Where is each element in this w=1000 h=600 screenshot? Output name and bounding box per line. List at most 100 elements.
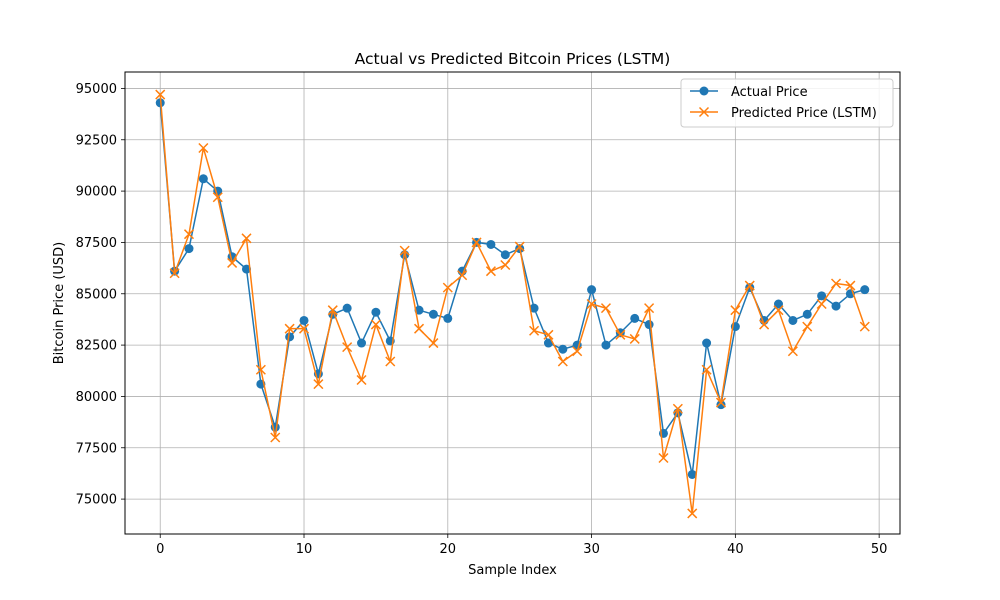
- data-point-predicted: [687, 508, 698, 519]
- series-line-predicted: [159, 94, 866, 515]
- data-point-actual: [184, 244, 194, 254]
- series-layer: [155, 89, 870, 519]
- axis-ticks: 0 10 20 30 40 50 75000 77500 80000 82500 85000 8750…: [76, 82, 888, 557]
- y-axis-label: Bitcoin Price (USD): [52, 242, 67, 364]
- data-point-actual: [788, 315, 798, 325]
- y-tick-label: 85000: [76, 287, 117, 302]
- data-point-predicted: [543, 329, 554, 340]
- legend: Actual Price Predicted Price (LSTM): [680, 78, 894, 128]
- data-point-actual: [687, 469, 697, 479]
- x-tick-label: 40: [727, 542, 744, 557]
- legend-label-predicted: Predicted Price (LSTM): [731, 106, 877, 121]
- data-point-predicted: [586, 298, 597, 310]
- x-tick-label: 20: [440, 542, 457, 557]
- data-point-predicted: [442, 282, 453, 293]
- plot-frame: [124, 71, 901, 535]
- data-point-predicted: [313, 379, 324, 390]
- data-point-actual: [529, 303, 539, 313]
- data-point-predicted: [672, 403, 683, 414]
- data-point-actual: [241, 264, 251, 274]
- data-point-predicted: [744, 280, 755, 291]
- data-point-predicted: [830, 278, 842, 289]
- data-point-actual: [342, 303, 352, 313]
- data-point-actual: [357, 338, 367, 348]
- data-point-actual: [860, 285, 870, 295]
- data-point-predicted: [155, 89, 166, 100]
- data-point-actual: [299, 315, 309, 325]
- data-point-actual: [587, 285, 597, 295]
- data-point-predicted: [198, 142, 209, 154]
- data-point-predicted: [644, 303, 655, 314]
- data-point-actual: [831, 301, 841, 311]
- data-point-predicted: [701, 364, 712, 375]
- data-point-actual: [817, 291, 827, 301]
- data-point-predicted: [615, 329, 626, 340]
- data-point-actual: [802, 309, 812, 319]
- data-point-actual: [428, 309, 438, 319]
- data-point-predicted: [414, 323, 425, 334]
- data-point-predicted: [342, 342, 353, 353]
- x-tick-label: 30: [583, 542, 600, 557]
- data-point-predicted: [284, 323, 295, 334]
- data-point-predicted: [270, 432, 281, 443]
- data-point-predicted: [255, 364, 266, 375]
- data-point-predicted: [327, 305, 338, 316]
- data-point-actual: [630, 313, 640, 323]
- data-point-predicted: [658, 452, 669, 464]
- data-point-predicted: [471, 237, 482, 248]
- data-point-predicted: [227, 257, 238, 268]
- data-point-predicted: [370, 319, 381, 330]
- y-tick-label: 87500: [76, 236, 117, 251]
- legend-entry-predicted: Predicted Price (LSTM): [690, 106, 877, 121]
- data-point-actual: [543, 338, 553, 348]
- data-point-predicted: [557, 356, 568, 367]
- y-tick-label: 77500: [76, 441, 117, 456]
- data-point-predicted: [500, 259, 511, 271]
- data-point-actual: [558, 344, 568, 354]
- data-point-predicted: [485, 266, 496, 277]
- data-point-actual: [601, 340, 611, 350]
- data-point-predicted: [845, 280, 856, 291]
- x-tick-label: 0: [156, 542, 164, 557]
- data-point-predicted: [629, 333, 640, 344]
- data-point-predicted: [572, 346, 583, 357]
- data-point-predicted: [600, 303, 611, 314]
- data-point-predicted: [212, 192, 223, 203]
- data-point-predicted: [787, 346, 798, 357]
- y-tick-label: 82500: [76, 339, 117, 354]
- data-point-actual: [716, 400, 726, 410]
- data-point-actual: [198, 174, 208, 184]
- x-axis-label: Sample Index: [468, 563, 557, 578]
- data-point-actual: [486, 239, 496, 249]
- y-tick-label: 80000: [76, 390, 117, 405]
- data-point-predicted: [399, 245, 410, 256]
- series-line-actual: [159, 102, 865, 476]
- y-tick-label: 75000: [76, 493, 117, 508]
- data-point-actual: [371, 307, 381, 317]
- x-tick-label: 50: [871, 542, 888, 557]
- data-point-predicted: [859, 321, 870, 332]
- data-point-predicted: [802, 321, 813, 332]
- data-point-predicted: [816, 298, 827, 310]
- data-point-actual: [774, 299, 784, 309]
- data-point-actual: [285, 332, 295, 342]
- y-tick-label: 95000: [76, 82, 117, 97]
- data-point-predicted: [298, 323, 310, 334]
- grid-lines: [125, 72, 900, 534]
- data-point-predicted: [715, 397, 727, 408]
- legend-marker-actual: [699, 86, 709, 96]
- legend-entry-actual: Actual Price: [690, 85, 808, 100]
- data-point-predicted: [514, 241, 525, 252]
- y-tick-label: 90000: [76, 185, 117, 200]
- data-point-actual: [500, 250, 510, 260]
- data-point-predicted: [183, 229, 195, 240]
- data-point-predicted: [385, 356, 396, 367]
- data-point-predicted: [529, 325, 540, 336]
- legend-label-actual: Actual Price: [731, 85, 808, 100]
- chart-title: Actual vs Predicted Bitcoin Prices (LSTM…: [355, 50, 671, 68]
- data-point-predicted: [730, 305, 741, 316]
- data-point-predicted: [457, 270, 468, 281]
- data-point-predicted: [773, 305, 784, 316]
- data-point-predicted: [428, 338, 439, 349]
